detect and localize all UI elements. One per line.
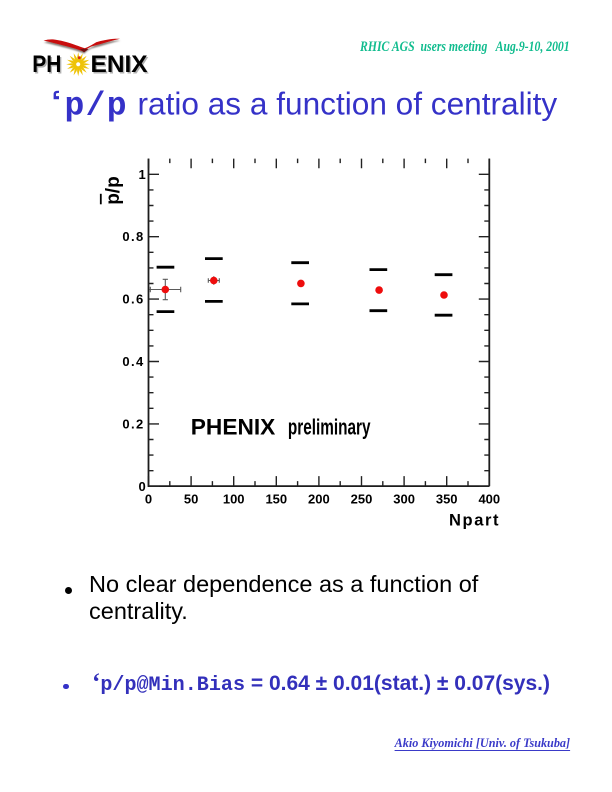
svg-text:100: 100 [223,491,245,506]
svg-text:200: 200 [308,491,330,506]
svg-text:ENIX: ENIX [91,51,148,78]
svg-text:1: 1 [139,167,146,182]
svg-text:150: 150 [265,491,287,506]
svg-text:PH: PH [32,51,61,78]
svg-text:400: 400 [478,491,500,506]
svg-text:0.6: 0.6 [122,292,143,307]
svg-text:ENIX: ENIX [92,52,149,79]
svg-text:ratio as a function of central: ratio as a function of centrality [138,86,558,122]
svg-text:0: 0 [145,491,152,506]
svg-text:250: 250 [351,491,373,506]
svg-text:300: 300 [393,491,415,506]
svg-text:0: 0 [139,479,146,494]
svg-text:PHENIX: PHENIX [191,415,276,440]
svg-text:p/p: p/p [65,88,128,125]
svg-text:0.4: 0.4 [122,354,144,369]
svg-text:0.8: 0.8 [122,229,143,244]
svg-text:350: 350 [436,491,458,506]
svg-text:0.2: 0.2 [122,416,143,431]
svg-text:p/p: p/p [103,176,124,205]
svg-text:preliminary: preliminary [288,415,371,440]
svg-text:Npart: Npart [449,511,499,529]
svg-text:PH: PH [34,52,63,79]
svg-text:50: 50 [184,491,198,506]
